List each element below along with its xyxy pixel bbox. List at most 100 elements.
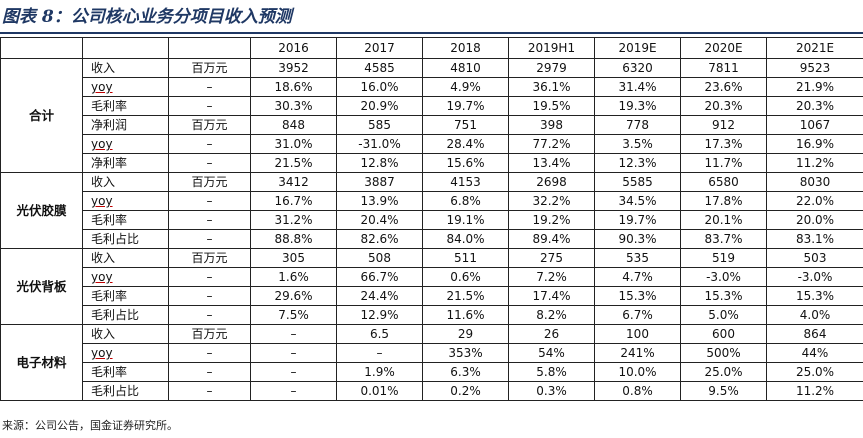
value-cell: 21.5% — [422, 286, 509, 306]
metric-label: 毛利率 — [82, 96, 169, 116]
value-cell: 29.6% — [250, 286, 337, 306]
unit-cell: – — [168, 343, 251, 363]
value-cell: 353% — [422, 343, 509, 363]
table-row: 毛利占比 – –0.01% 0.2% 0.3% 0.8% 9.5% 11.2% — [1, 381, 863, 401]
table-row: 毛利占比 –88.8% 82.6% 84.0% 89.4% 90.3% 83.7% 83.1% — [1, 229, 863, 249]
value-cell: 100 — [594, 324, 681, 344]
value-cell: 2698 — [508, 172, 595, 192]
group-label: 光伏背板 — [0, 248, 83, 325]
unit-cell: – — [168, 134, 251, 154]
metric-label: 毛利率 — [82, 362, 169, 382]
value-cell: 0.6% — [422, 267, 509, 287]
value-cell: 11.2% — [766, 153, 863, 173]
table-row: 毛利率 –31.2% 20.4% 19.1% 19.2% 19.7% 20.1% 20.0% — [1, 210, 863, 230]
value-cell: 21.5% — [250, 153, 337, 173]
value-cell: 6.3% — [422, 362, 509, 382]
value-cell: 9.5% — [680, 381, 767, 401]
header-row: 2016 2017 2018 2019H1 2019E 2020E 2021E — [0, 37, 863, 59]
value-cell: 66.7% — [336, 267, 423, 287]
value-cell: 912 — [680, 115, 767, 135]
value-cell: 15.3% — [680, 286, 767, 306]
value-cell: 20.3% — [680, 96, 767, 116]
value-cell: 519 — [680, 248, 767, 268]
value-cell: 585 — [336, 115, 423, 135]
value-cell: 2979 — [508, 58, 595, 78]
value-cell: -31.0% — [336, 134, 423, 154]
value-cell: 82.6% — [336, 229, 423, 249]
value-cell: 11.7% — [680, 153, 767, 173]
metric-label: 毛利占比 — [82, 305, 169, 325]
column-header: 2021E — [766, 37, 863, 59]
value-cell: – — [250, 381, 337, 401]
value-cell: – — [250, 324, 337, 344]
value-cell: 25.0% — [680, 362, 767, 382]
value-cell: 0.8% — [594, 381, 681, 401]
value-cell: 83.1% — [766, 229, 863, 249]
column-header — [168, 37, 251, 59]
value-cell: 16.9% — [766, 134, 863, 154]
group-label: 光伏胶膜 — [0, 172, 83, 249]
value-cell: 22.0% — [766, 191, 863, 211]
value-cell: 84.0% — [422, 229, 509, 249]
metric-label: 毛利占比 — [82, 229, 169, 249]
value-cell: 1.9% — [336, 362, 423, 382]
value-cell: 21.9% — [766, 77, 863, 97]
value-cell: 848 — [250, 115, 337, 135]
table-row: yoy –18.6% 16.0% 4.9% 36.1% 31.4% 23.6% 21.9% — [1, 77, 863, 97]
column-header — [0, 37, 83, 59]
unit-cell: – — [168, 381, 251, 401]
metric-label: 收入 — [82, 248, 169, 268]
forecast-table: 2016 2017 2018 2019H1 2019E 2020E 2021E 合计 收入 百万元… — [0, 37, 863, 401]
unit-cell: – — [168, 362, 251, 382]
metric-label: 净利率 — [82, 153, 169, 173]
value-cell: 20.3% — [766, 96, 863, 116]
value-cell: 36.1% — [508, 77, 595, 97]
unit-cell: – — [168, 96, 251, 116]
value-cell: 15.3% — [766, 286, 863, 306]
value-cell: 24.4% — [336, 286, 423, 306]
value-cell: 32.2% — [508, 191, 595, 211]
figure-title: 图表 8：公司核心业务分项目收入预测 — [0, 0, 863, 34]
column-header: 2017 — [336, 37, 423, 59]
unit-cell: – — [168, 286, 251, 306]
metric-label: 净利润 — [82, 115, 169, 135]
metric-label: yoy — [82, 191, 169, 211]
value-cell: 17.3% — [680, 134, 767, 154]
value-cell: 751 — [422, 115, 509, 135]
value-cell: 44% — [766, 343, 863, 363]
metric-label: 收入 — [82, 58, 169, 78]
table-row: 毛利占比 –7.5% 12.9% 11.6% 8.2% 6.7% 5.0% 4.0% — [1, 305, 863, 325]
value-cell: 8030 — [766, 172, 863, 192]
value-cell: 4585 — [336, 58, 423, 78]
value-cell: 29 — [422, 324, 509, 344]
table-row: 合计 收入 百万元 3952 4585 4810 2979 6320 7811 9523 — [0, 58, 863, 173]
table-row: 毛利率 –30.3% 20.9% 19.7% 19.5% 19.3% 20.3% 20.3% — [1, 96, 863, 116]
value-cell: 5.0% — [680, 305, 767, 325]
value-cell: 3887 — [336, 172, 423, 192]
value-cell: 7811 — [680, 58, 767, 78]
value-cell: -3.0% — [680, 267, 767, 287]
value-cell: 13.9% — [336, 191, 423, 211]
column-header: 2016 — [250, 37, 337, 59]
value-cell: 6.7% — [594, 305, 681, 325]
metric-label: yoy — [82, 267, 169, 287]
value-cell: 864 — [766, 324, 863, 344]
unit-cell: – — [168, 153, 251, 173]
value-cell: 17.4% — [508, 286, 595, 306]
value-cell: 4153 — [422, 172, 509, 192]
value-cell: 20.0% — [766, 210, 863, 230]
value-cell: 11.6% — [422, 305, 509, 325]
value-cell: 19.7% — [422, 96, 509, 116]
table-row: yoy –31.0% -31.0% 28.4% 77.2% 3.5% 17.3% 16.9% — [1, 134, 863, 154]
value-cell: 30.3% — [250, 96, 337, 116]
metric-label: 毛利占比 — [82, 381, 169, 401]
value-cell: 12.9% — [336, 305, 423, 325]
column-header: 2020E — [680, 37, 767, 59]
value-cell: 18.6% — [250, 77, 337, 97]
table-row: yoy –1.6% 66.7% 0.6% 7.2% 4.7% -3.0% -3.0% — [1, 267, 863, 287]
value-cell: 12.8% — [336, 153, 423, 173]
value-cell: 9523 — [766, 58, 863, 78]
value-cell: 6320 — [594, 58, 681, 78]
value-cell: 4.7% — [594, 267, 681, 287]
metric-label: 毛利率 — [82, 210, 169, 230]
